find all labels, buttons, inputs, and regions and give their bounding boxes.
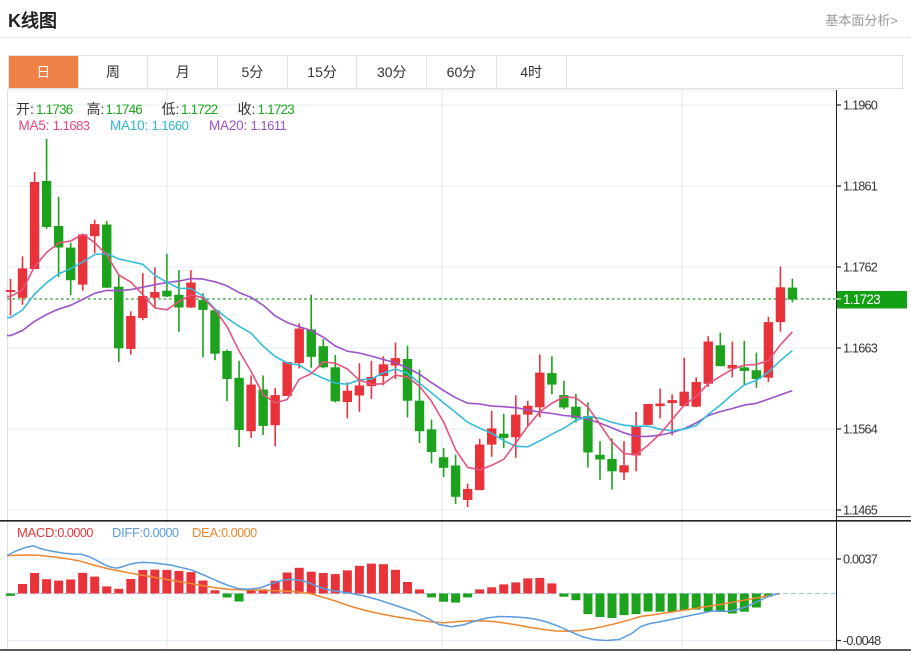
svg-text:高:: 高: <box>87 101 105 117</box>
svg-text:1.1762: 1.1762 <box>843 261 878 275</box>
svg-text:1.1722: 1.1722 <box>181 102 218 117</box>
svg-text:1.1746: 1.1746 <box>106 102 143 117</box>
svg-text:1.1663: 1.1663 <box>843 342 878 356</box>
svg-text:1.1960: 1.1960 <box>843 99 878 113</box>
svg-text:DEA:0.0000: DEA:0.0000 <box>192 525 257 540</box>
svg-text:1.1736: 1.1736 <box>36 102 73 117</box>
svg-text:MACD:0.0000: MACD:0.0000 <box>17 525 93 540</box>
svg-text:1.1465: 1.1465 <box>843 504 878 518</box>
svg-text:0.0037: 0.0037 <box>843 553 878 567</box>
svg-text:收:: 收: <box>238 101 256 117</box>
svg-text:1.1564: 1.1564 <box>843 423 878 437</box>
svg-text:MA5: 1.1683: MA5: 1.1683 <box>19 118 90 133</box>
svg-text:-0.0048: -0.0048 <box>843 634 881 648</box>
svg-text:DIFF:0.0000: DIFF:0.0000 <box>112 525 179 540</box>
svg-text:开:: 开: <box>16 101 34 117</box>
svg-text:MA10: 1.1660: MA10: 1.1660 <box>110 118 189 133</box>
svg-text:1.1723: 1.1723 <box>258 102 295 117</box>
svg-text:MA20: 1.1611: MA20: 1.1611 <box>209 118 287 133</box>
svg-text:1.1723: 1.1723 <box>843 292 880 307</box>
svg-text:1.1861: 1.1861 <box>843 180 878 194</box>
svg-text:低:: 低: <box>162 101 180 117</box>
